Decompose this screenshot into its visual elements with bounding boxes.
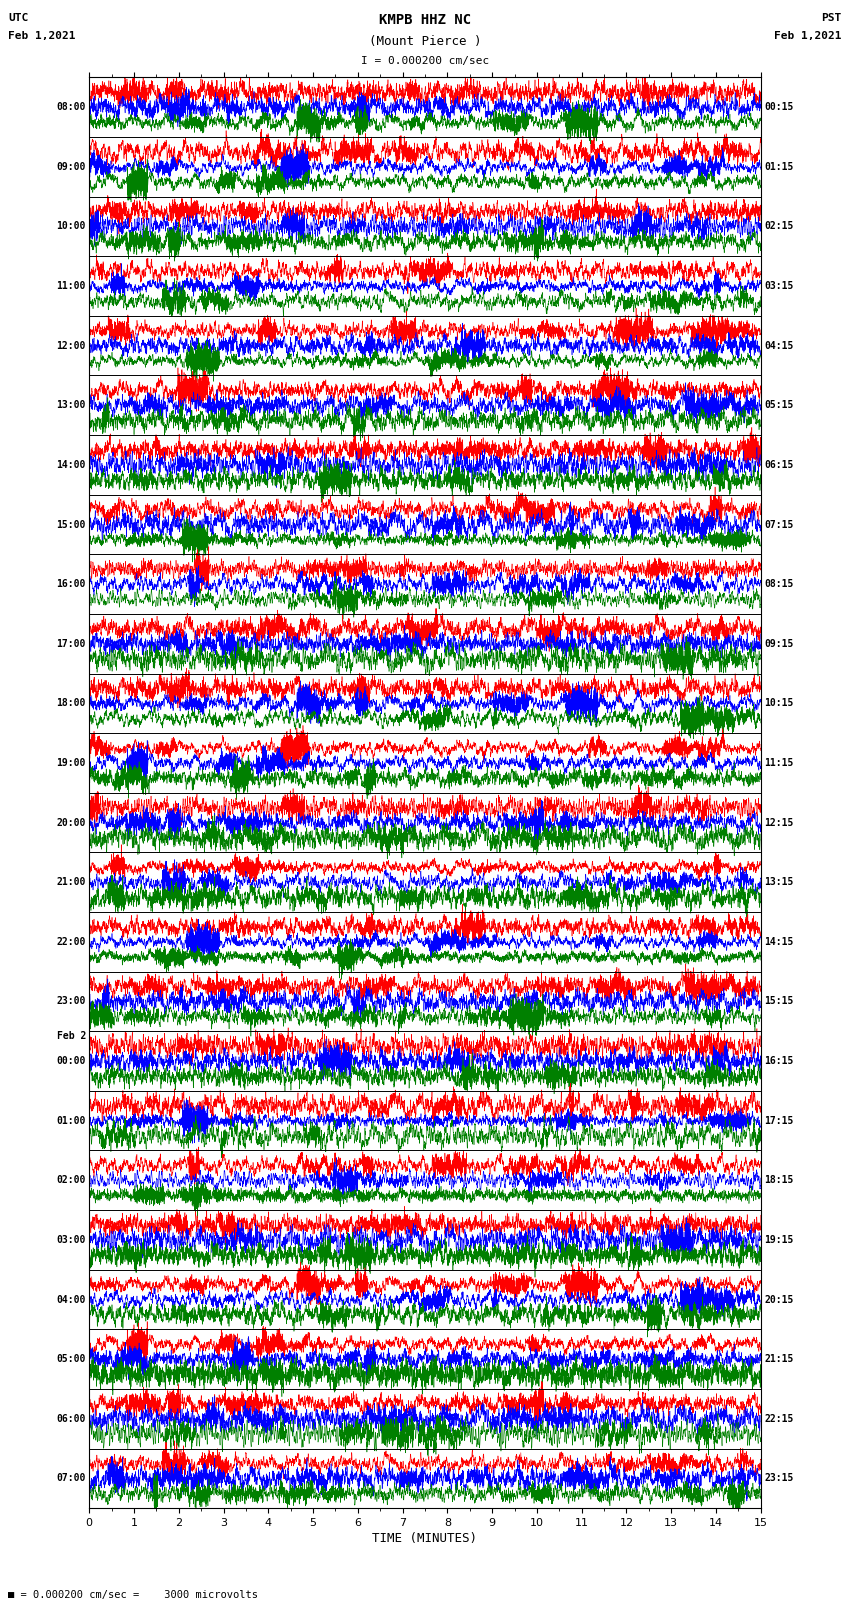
Text: 01:00: 01:00 bbox=[56, 1116, 86, 1126]
Text: 10:15: 10:15 bbox=[764, 698, 794, 708]
Text: 04:15: 04:15 bbox=[764, 340, 794, 350]
Text: 05:00: 05:00 bbox=[56, 1355, 86, 1365]
Text: Feb 2: Feb 2 bbox=[56, 1031, 86, 1042]
Text: 14:00: 14:00 bbox=[56, 460, 86, 469]
Text: 03:15: 03:15 bbox=[764, 281, 794, 290]
Text: 22:15: 22:15 bbox=[764, 1413, 794, 1424]
Text: 12:00: 12:00 bbox=[56, 340, 86, 350]
Text: 23:15: 23:15 bbox=[764, 1473, 794, 1484]
Text: 13:15: 13:15 bbox=[764, 877, 794, 887]
Text: (Mount Pierce ): (Mount Pierce ) bbox=[369, 35, 481, 48]
Text: 22:00: 22:00 bbox=[56, 937, 86, 947]
Text: 09:00: 09:00 bbox=[56, 161, 86, 173]
Text: 11:15: 11:15 bbox=[764, 758, 794, 768]
Text: 12:15: 12:15 bbox=[764, 818, 794, 827]
Text: 19:15: 19:15 bbox=[764, 1236, 794, 1245]
Text: 16:15: 16:15 bbox=[764, 1057, 794, 1066]
Text: KMPB HHZ NC: KMPB HHZ NC bbox=[379, 13, 471, 27]
Text: 00:15: 00:15 bbox=[764, 102, 794, 113]
Text: 18:15: 18:15 bbox=[764, 1176, 794, 1186]
Text: 06:00: 06:00 bbox=[56, 1413, 86, 1424]
Text: UTC: UTC bbox=[8, 13, 29, 23]
Text: 11:00: 11:00 bbox=[56, 281, 86, 290]
Text: 04:00: 04:00 bbox=[56, 1295, 86, 1305]
Text: 17:15: 17:15 bbox=[764, 1116, 794, 1126]
Text: 07:00: 07:00 bbox=[56, 1473, 86, 1484]
Text: ■ = 0.000200 cm/sec =    3000 microvolts: ■ = 0.000200 cm/sec = 3000 microvolts bbox=[8, 1590, 258, 1600]
Text: 08:15: 08:15 bbox=[764, 579, 794, 589]
X-axis label: TIME (MINUTES): TIME (MINUTES) bbox=[372, 1532, 478, 1545]
Text: 02:15: 02:15 bbox=[764, 221, 794, 231]
Text: 20:15: 20:15 bbox=[764, 1295, 794, 1305]
Text: 10:00: 10:00 bbox=[56, 221, 86, 231]
Text: 14:15: 14:15 bbox=[764, 937, 794, 947]
Text: Feb 1,2021: Feb 1,2021 bbox=[774, 31, 842, 40]
Text: 01:15: 01:15 bbox=[764, 161, 794, 173]
Text: 18:00: 18:00 bbox=[56, 698, 86, 708]
Text: 15:00: 15:00 bbox=[56, 519, 86, 529]
Text: PST: PST bbox=[821, 13, 842, 23]
Text: 20:00: 20:00 bbox=[56, 818, 86, 827]
Text: 13:00: 13:00 bbox=[56, 400, 86, 410]
Text: 08:00: 08:00 bbox=[56, 102, 86, 113]
Text: 23:00: 23:00 bbox=[56, 997, 86, 1007]
Text: 09:15: 09:15 bbox=[764, 639, 794, 648]
Text: 15:15: 15:15 bbox=[764, 997, 794, 1007]
Text: 05:15: 05:15 bbox=[764, 400, 794, 410]
Text: 17:00: 17:00 bbox=[56, 639, 86, 648]
Text: 07:15: 07:15 bbox=[764, 519, 794, 529]
Text: 21:15: 21:15 bbox=[764, 1355, 794, 1365]
Text: 06:15: 06:15 bbox=[764, 460, 794, 469]
Text: 00:00: 00:00 bbox=[56, 1057, 86, 1066]
Text: 03:00: 03:00 bbox=[56, 1236, 86, 1245]
Text: 21:00: 21:00 bbox=[56, 877, 86, 887]
Text: Feb 1,2021: Feb 1,2021 bbox=[8, 31, 76, 40]
Text: 19:00: 19:00 bbox=[56, 758, 86, 768]
Text: 02:00: 02:00 bbox=[56, 1176, 86, 1186]
Text: I = 0.000200 cm/sec: I = 0.000200 cm/sec bbox=[361, 56, 489, 66]
Text: 16:00: 16:00 bbox=[56, 579, 86, 589]
